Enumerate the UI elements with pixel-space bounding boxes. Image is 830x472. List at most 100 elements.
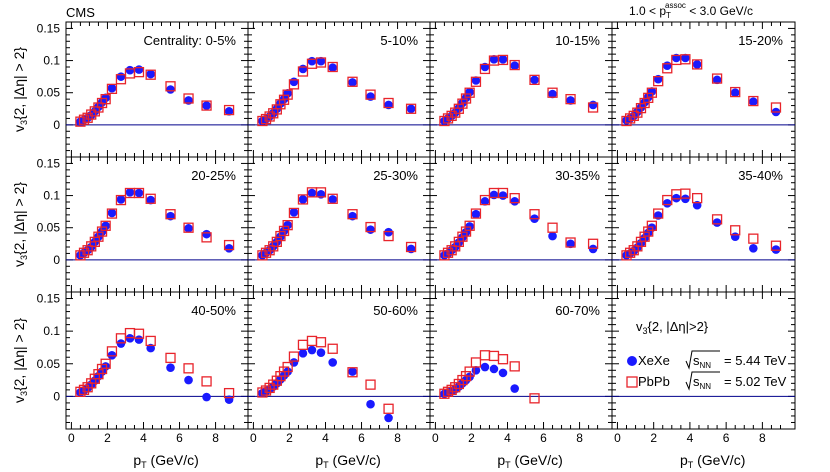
pbpb-point	[306, 335, 318, 347]
y-tick-label: 0.1	[43, 324, 60, 338]
x-axis-labels: pT (GeV/c) pT (GeV/c) pT (GeV/c) pT (GeV/c)	[133, 452, 745, 470]
xexe-point	[498, 368, 508, 378]
pbpb-point	[730, 225, 741, 236]
panel-7: 35-40%	[611, 156, 796, 293]
pbpb-point	[288, 207, 300, 219]
xexe-point	[116, 339, 126, 348]
pbpb-point	[692, 59, 703, 70]
xexe-point	[202, 101, 211, 110]
pbpb-point	[442, 247, 454, 258]
panel-grid: 0 0.05 0.1 0.15 Centrality: 0-5% 5-10% 10-15% 1…	[37, 21, 796, 445]
pbpb-point	[646, 87, 658, 98]
pbpb-point	[383, 403, 394, 414]
xexe-point	[184, 375, 193, 385]
pbpb-point	[711, 73, 723, 84]
pbpb-point	[628, 110, 639, 122]
pbpb-point	[680, 188, 691, 199]
legend-xexe-energy: sNN = 5.44 TeV	[685, 350, 787, 370]
y-tick-label: 0.15	[37, 292, 61, 306]
pbpb-point	[405, 103, 417, 114]
pbpb-point	[106, 346, 118, 357]
centrality-label: 10-15%	[555, 33, 600, 48]
xexe-point	[480, 197, 490, 206]
centrality-label: 50-60%	[373, 303, 418, 318]
xexe-point	[730, 232, 740, 242]
x-tick-label: 0	[432, 431, 439, 445]
pbpb-point	[264, 382, 275, 394]
xexe-point	[471, 209, 481, 219]
xexe-point	[224, 395, 234, 404]
pbpb-point	[509, 192, 520, 204]
x-tick-label: 6	[540, 431, 547, 445]
pbpb-point	[497, 187, 509, 199]
pbpb-point	[106, 208, 118, 219]
x-tick-label: 0	[250, 431, 257, 445]
xexe-point	[692, 60, 702, 69]
pbpb-point	[646, 220, 658, 231]
pbpb-point	[653, 75, 664, 87]
xexe-point	[348, 78, 357, 87]
y-tick-label: 0	[53, 118, 60, 132]
series-pbpb	[75, 327, 235, 399]
pbpb-point	[692, 192, 703, 204]
pbpb-point	[470, 357, 482, 368]
pbpb-energy-value: = 5.02 TeV	[724, 374, 787, 389]
pbpb-point	[529, 393, 540, 404]
xexe-point	[730, 88, 740, 98]
xexe-point	[348, 367, 357, 376]
y-tick-label: 0.15	[37, 21, 61, 35]
xexe-point	[328, 195, 337, 204]
pbpb-point	[347, 76, 358, 87]
panel-0: 0 0.05 0.1 0.15 Centrality: 0-5%	[37, 21, 249, 158]
pbpb-point	[565, 237, 576, 248]
xexe-point	[480, 362, 490, 372]
xexe-point	[298, 349, 308, 358]
pbpb-point	[165, 81, 176, 92]
xexe-point	[662, 61, 672, 71]
y-axis-title: v3{2, |Δη| > 2}	[11, 182, 29, 267]
y-axis-title: v3{2, |Δη| > 2}	[11, 318, 29, 403]
pbpb-point	[770, 240, 782, 251]
x-tick-label: 4	[322, 431, 329, 445]
pbpb-point	[223, 387, 235, 399]
xexe-point	[146, 195, 155, 205]
x-tick-label: 6	[176, 431, 183, 445]
pbpb-point	[183, 93, 194, 104]
pbpb-point	[347, 367, 358, 378]
pbpb-point	[100, 220, 111, 231]
pbpb-point	[711, 214, 723, 225]
pbpb-point	[100, 93, 111, 105]
experiment-label: CMS	[66, 5, 95, 20]
pbpb-point	[115, 74, 127, 85]
xexe-point	[749, 243, 758, 253]
y-tick-label: 0	[53, 253, 60, 267]
pbpb-point	[78, 384, 90, 396]
pbpb-point	[405, 241, 417, 253]
pbpb-point	[282, 361, 293, 373]
xexe-point	[498, 191, 508, 200]
pbpb-point	[145, 69, 156, 80]
x-axis-title: pT (GeV/c)	[497, 452, 562, 470]
xexe-point	[101, 221, 110, 231]
xexe-point	[125, 334, 135, 343]
y-axis-title: v3{2, |Δη| > 2}	[11, 47, 29, 132]
xexe-point	[566, 96, 575, 105]
pbpb-point	[680, 54, 691, 65]
xexe-point	[328, 358, 337, 367]
panel-9: 0 2 4 6 8 50-60%	[247, 291, 431, 445]
pbpb-point	[96, 363, 108, 375]
xexe-point	[712, 75, 722, 85]
pbpb-point	[662, 63, 673, 74]
legend-pbpb-label: PbPb	[638, 374, 670, 389]
pbpb-point	[82, 112, 93, 123]
xexe-point	[489, 364, 499, 374]
pbpb-point	[547, 222, 558, 233]
series-pbpb	[257, 335, 394, 414]
y-tick-label: 0.05	[37, 86, 61, 100]
pbpb-point	[565, 93, 576, 105]
pbpb-point	[365, 221, 376, 233]
centrality-label: 60-70%	[555, 303, 600, 318]
panel-6: 30-35%	[429, 156, 613, 293]
pbpb-point	[278, 225, 290, 237]
x-tick-label: 2	[468, 431, 475, 445]
